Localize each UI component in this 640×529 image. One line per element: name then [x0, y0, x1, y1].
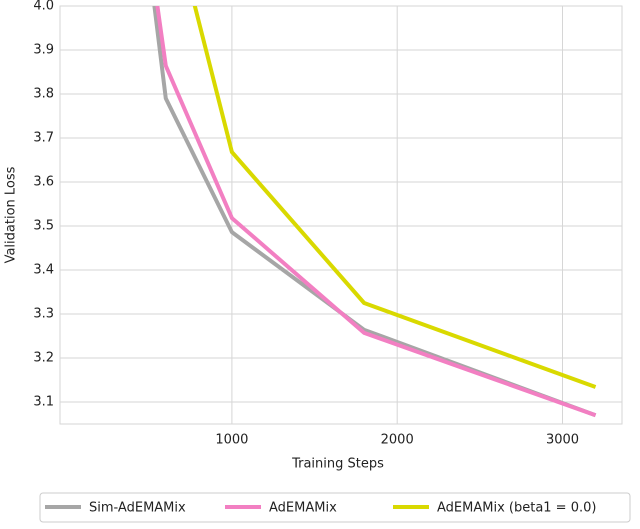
y-tick-label: 3.2 — [33, 351, 54, 366]
y-tick-label: 3.4 — [33, 263, 54, 278]
legend-label: Sim-AdEMAMix — [89, 501, 186, 516]
series-line — [155, 6, 597, 418]
series-line — [152, 6, 597, 418]
y-tick-label: 3.9 — [33, 43, 54, 58]
y-tick-label: 3.5 — [33, 219, 54, 234]
series-line — [192, 6, 597, 389]
y-axis-label: Validation Loss — [4, 166, 19, 263]
plot-frame — [59, 5, 623, 425]
legend-label: AdEMAMix — [269, 501, 337, 516]
x-tick-label: 3000 — [546, 433, 579, 448]
x-tick-label: 1000 — [215, 433, 248, 448]
plot-area — [152, 6, 597, 418]
y-tick-label: 4.0 — [33, 0, 54, 14]
y-tick-label: 3.8 — [33, 87, 54, 102]
y-tick-label: 3.1 — [33, 395, 54, 410]
y-tick-label: 3.6 — [33, 175, 54, 190]
x-axis-label: Training Steps — [291, 457, 384, 472]
y-tick-label: 3.7 — [33, 131, 54, 146]
legend-box — [39, 492, 631, 523]
y-tick-label: 3.3 — [33, 307, 54, 322]
x-tick-label: 2000 — [381, 433, 414, 448]
legend-label: AdEMAMix (beta1 = 0.0) — [437, 501, 596, 516]
